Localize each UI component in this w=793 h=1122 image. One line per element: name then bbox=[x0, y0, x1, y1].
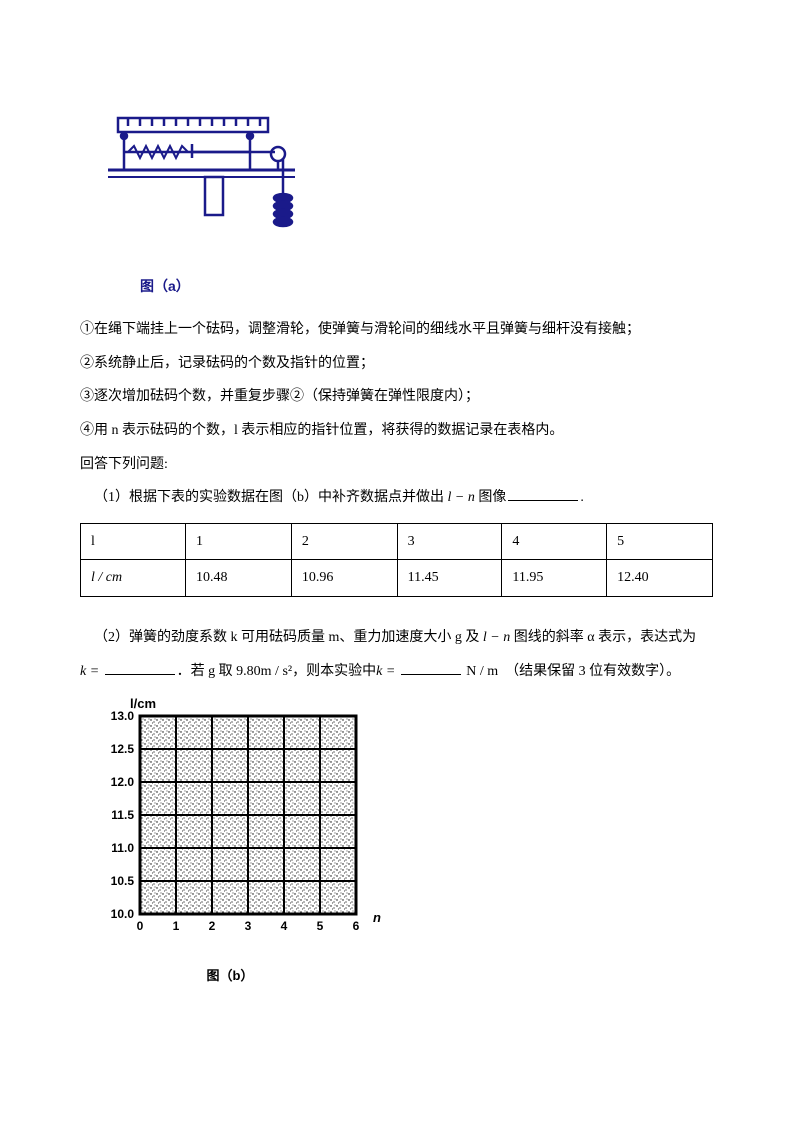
q2-blank1 bbox=[105, 659, 175, 674]
table-row: l 1 2 3 4 5 bbox=[81, 523, 713, 560]
q2-keq: k = bbox=[80, 664, 99, 679]
x-axis-label: n bbox=[373, 910, 381, 925]
grid-svg: l/cm bbox=[90, 694, 390, 944]
q2-l2a: ．若 g 取 bbox=[177, 664, 233, 679]
table-cell: 10.48 bbox=[186, 560, 292, 597]
ytick: 10.5 bbox=[111, 874, 135, 888]
table-cell: 12.40 bbox=[607, 560, 713, 597]
xtick: 5 bbox=[317, 919, 324, 933]
table-cell: l / cm bbox=[81, 560, 186, 597]
ytick: 11.0 bbox=[111, 841, 134, 855]
q2-blank2 bbox=[401, 659, 461, 674]
xtick: 0 bbox=[137, 919, 144, 933]
q2-keq2: k = bbox=[376, 664, 395, 679]
xtick: 3 bbox=[245, 919, 252, 933]
table-cell: 1 bbox=[186, 523, 292, 560]
q1-blank bbox=[508, 486, 578, 501]
ytick: 11.5 bbox=[111, 808, 134, 822]
xtick: 4 bbox=[281, 919, 288, 933]
q2-l1a: （2）弹簧的劲度系数 k 可用砝码质量 m、重力加速度大小 g 及 bbox=[94, 630, 479, 645]
question-2-line1: （2）弹簧的劲度系数 k 可用砝码质量 m、重力加速度大小 g 及 l − n … bbox=[80, 621, 713, 655]
ytick: 10.0 bbox=[111, 907, 135, 921]
diagram-a bbox=[100, 100, 713, 264]
table-cell: 11.95 bbox=[502, 560, 607, 597]
diagram-a-label: 图（a） bbox=[140, 270, 713, 304]
data-table: l 1 2 3 4 5 l / cm 10.48 10.96 11.45 11.… bbox=[80, 523, 713, 597]
row2-label: l / cm bbox=[91, 570, 122, 585]
table-cell: 2 bbox=[291, 523, 397, 560]
xtick: 1 bbox=[173, 919, 180, 933]
xtick: 2 bbox=[209, 919, 216, 933]
diagram-b-label: 图（b） bbox=[90, 960, 370, 991]
q1-suffix: 图像 bbox=[478, 490, 506, 505]
table-cell: 5 bbox=[607, 523, 713, 560]
q1-end: . bbox=[580, 490, 584, 505]
diagram-b: l/cm bbox=[90, 694, 713, 991]
q1-var: l − n bbox=[448, 490, 475, 505]
ytick: 13.0 bbox=[111, 709, 135, 723]
q2-l1b: 图线的斜率 α 表示，表达式为 bbox=[514, 630, 696, 645]
q2-l2c: （结果保留 3 位有效数字）。 bbox=[505, 664, 680, 679]
table-cell: 3 bbox=[397, 523, 502, 560]
question-1: （1）根据下表的实验数据在图（b）中补齐数据点并做出 l − n 图像. bbox=[80, 481, 713, 515]
q2-l1var: l − n bbox=[483, 630, 510, 645]
question-2-line2: k = ．若 g 取 9.80m / s²，则本实验中k = N / m （结果… bbox=[80, 655, 713, 689]
step-3: ③逐次增加砝码个数，并重复步骤②（保持弹簧在弹性限度内）； bbox=[80, 380, 713, 414]
answer-heading: 回答下列问题: bbox=[80, 448, 713, 482]
q2-unit: N / m bbox=[466, 664, 498, 679]
table-row: l / cm 10.48 10.96 11.45 11.95 12.40 bbox=[81, 560, 713, 597]
q2-gval: 9.80m / s² bbox=[236, 664, 292, 679]
table-cell: 10.96 bbox=[291, 560, 397, 597]
step-4: ④用 n 表示砝码的个数，l 表示相应的指针位置，将获得的数据记录在表格内。 bbox=[80, 414, 713, 448]
table-cell: 4 bbox=[502, 523, 607, 560]
table-cell: 11.45 bbox=[397, 560, 502, 597]
apparatus-svg bbox=[100, 100, 310, 250]
ytick: 12.0 bbox=[111, 775, 135, 789]
q1-prefix: （1）根据下表的实验数据在图（b）中补齐数据点并做出 bbox=[94, 490, 444, 505]
ytick: 12.5 bbox=[111, 742, 135, 756]
q2-l2b: ，则本实验中 bbox=[292, 664, 376, 679]
step-2: ②系统静止后，记录砝码的个数及指针的位置； bbox=[80, 347, 713, 381]
step-1: ①在绳下端挂上一个砝码，调整滑轮，使弹簧与滑轮间的细线水平且弹簧与细杆没有接触； bbox=[80, 313, 713, 347]
table-cell: l bbox=[81, 523, 186, 560]
xtick: 6 bbox=[353, 919, 360, 933]
